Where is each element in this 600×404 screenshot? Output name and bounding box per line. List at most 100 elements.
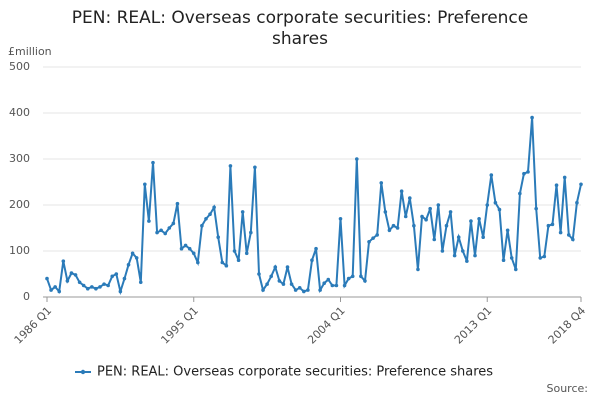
x-tick-label: 2013 Q1	[452, 304, 495, 347]
point	[69, 271, 74, 275]
point	[191, 251, 196, 256]
point	[261, 288, 265, 292]
point	[420, 214, 424, 219]
legend-marker	[80, 369, 86, 375]
point	[151, 160, 155, 165]
point	[571, 237, 575, 242]
point	[155, 230, 159, 235]
y-tick-label: 0	[23, 290, 30, 303]
point	[163, 231, 168, 236]
point	[65, 279, 70, 283]
point	[126, 263, 131, 267]
point	[253, 165, 257, 170]
point	[497, 207, 502, 212]
point	[306, 288, 310, 292]
point	[159, 228, 163, 233]
point	[562, 175, 567, 180]
point	[204, 217, 208, 221]
point	[249, 230, 253, 235]
point	[236, 258, 241, 263]
point	[98, 285, 102, 289]
point	[171, 221, 176, 226]
point	[489, 173, 494, 177]
chart-title: PEN: REAL: Overseas corporate securities…	[71, 8, 529, 49]
point	[477, 217, 481, 221]
point	[330, 283, 335, 288]
point	[518, 191, 522, 196]
point	[350, 274, 355, 279]
point	[399, 189, 404, 193]
point	[45, 276, 49, 281]
point	[90, 285, 94, 289]
point	[216, 235, 221, 239]
point	[77, 280, 82, 285]
point	[85, 286, 90, 291]
point	[102, 282, 106, 286]
point	[314, 246, 318, 251]
point	[505, 228, 510, 233]
x-tick-label: 1995 Q1	[158, 304, 201, 347]
point	[440, 249, 445, 253]
point	[391, 223, 396, 228]
point	[179, 246, 184, 251]
point	[61, 259, 66, 263]
point	[273, 265, 278, 269]
x-tick-label: 1986 Q1	[12, 304, 55, 347]
point	[566, 233, 571, 237]
point	[546, 223, 551, 228]
point	[395, 226, 400, 230]
point	[493, 200, 498, 205]
point	[220, 260, 225, 265]
point	[387, 228, 392, 233]
point	[550, 222, 555, 227]
point	[501, 258, 506, 263]
point	[436, 203, 441, 207]
point	[289, 282, 294, 286]
point	[94, 286, 98, 291]
point	[346, 276, 351, 281]
y-tick-label: 400	[9, 106, 30, 119]
point	[432, 237, 437, 242]
point	[355, 157, 359, 161]
y-tick-label: 100	[9, 244, 30, 257]
point	[534, 206, 538, 211]
y-tick-label: 300	[9, 152, 30, 165]
y-tick-label: 200	[9, 198, 30, 211]
y-tick-label: 500	[9, 60, 30, 73]
point	[407, 196, 412, 200]
point	[424, 217, 428, 222]
point	[285, 265, 290, 269]
point	[513, 267, 518, 272]
point	[81, 283, 86, 288]
point	[200, 223, 204, 228]
y-axis-label: £million	[8, 45, 52, 58]
point	[147, 219, 151, 223]
point	[481, 235, 485, 239]
point	[460, 249, 465, 253]
point	[277, 279, 282, 283]
point	[240, 210, 245, 214]
point	[579, 182, 583, 187]
legend-label: PEN: REAL: Overseas corporate securities…	[97, 365, 493, 380]
point	[359, 274, 363, 279]
point	[456, 235, 461, 239]
x-tick-label: 2018 Q4	[546, 304, 589, 347]
point	[73, 273, 78, 277]
point	[318, 288, 322, 292]
source: Source:	[547, 382, 589, 395]
point	[49, 288, 53, 292]
point	[257, 272, 261, 276]
point	[297, 286, 302, 290]
point	[293, 288, 298, 292]
point	[485, 203, 490, 207]
point	[338, 217, 343, 221]
point	[412, 223, 416, 228]
point	[444, 223, 449, 228]
point	[554, 183, 559, 188]
point	[302, 289, 306, 294]
point	[403, 214, 408, 219]
point	[269, 274, 273, 279]
point	[265, 282, 269, 286]
point	[196, 260, 200, 265]
point	[281, 282, 286, 286]
